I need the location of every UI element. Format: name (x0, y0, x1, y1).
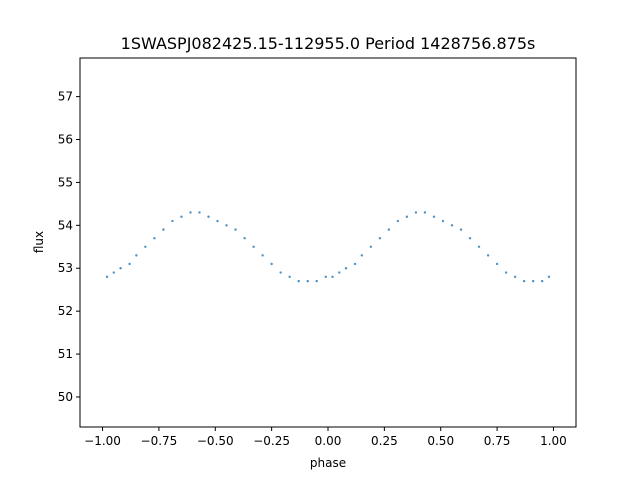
data-point (306, 279, 309, 283)
data-point (423, 211, 427, 214)
data-point (144, 245, 147, 248)
data-point (171, 219, 174, 223)
scatter-points (105, 211, 551, 283)
data-point (396, 219, 400, 223)
data-point (338, 271, 341, 274)
data-point (378, 237, 382, 240)
data-point (324, 275, 327, 279)
x-axis: −1.00 −0.75 −0.50 −0.25 0.00 0.25 0.50 0.75 1.00 (84, 427, 567, 448)
y-tick-label: 53 (58, 261, 73, 275)
x-tick-label: −0.75 (141, 434, 178, 448)
data-point (270, 262, 273, 266)
data-point (135, 254, 138, 257)
data-point (331, 275, 334, 279)
data-point (477, 245, 481, 248)
x-tick-label: −1.00 (84, 434, 121, 448)
data-point (279, 271, 282, 274)
data-point (387, 228, 391, 231)
data-point (252, 245, 255, 248)
data-point (288, 275, 291, 279)
data-point (504, 271, 508, 274)
data-point (180, 215, 183, 218)
data-point (540, 279, 544, 283)
x-tick-label: −0.50 (197, 434, 234, 448)
data-point (189, 211, 192, 214)
data-point (261, 254, 264, 257)
data-point (315, 279, 318, 283)
data-point (441, 219, 445, 223)
y-tick-label: 56 (58, 133, 73, 147)
data-point (486, 254, 490, 257)
data-point (450, 224, 454, 227)
x-tick-label: 0.50 (427, 434, 454, 448)
chart-title: 1SWASPJ082425.15-112955.0 Period 1428756… (121, 34, 536, 53)
data-point (495, 262, 499, 266)
y-tick-label: 52 (58, 304, 73, 318)
data-point (119, 267, 122, 270)
y-tick-label: 55 (58, 175, 73, 189)
data-point (468, 237, 472, 240)
x-axis-label: phase (310, 456, 346, 470)
data-point (369, 245, 373, 248)
data-point (414, 211, 418, 214)
data-point (531, 279, 535, 283)
x-tick-label: 1.00 (540, 434, 567, 448)
data-point (216, 219, 219, 223)
y-tick-label: 50 (58, 390, 73, 404)
data-point (513, 275, 517, 279)
x-tick-label: 0.25 (371, 434, 398, 448)
data-point (547, 275, 551, 279)
data-point (405, 215, 409, 218)
data-point (522, 279, 526, 283)
data-point (360, 254, 364, 257)
data-point (105, 275, 109, 279)
y-tick-label: 54 (58, 218, 73, 232)
x-tick-label: −0.25 (253, 434, 290, 448)
data-point (344, 267, 348, 270)
y-tick-label: 51 (58, 347, 73, 361)
x-tick-label: 0.00 (315, 434, 342, 448)
data-point (225, 224, 228, 227)
data-point (353, 262, 357, 266)
y-tick-label: 57 (58, 90, 73, 104)
data-point (459, 228, 463, 231)
data-point (207, 215, 210, 218)
data-point (162, 228, 165, 231)
data-point (243, 237, 246, 240)
data-point (234, 228, 237, 231)
data-point (198, 211, 201, 214)
data-point (432, 215, 436, 218)
data-point (153, 237, 156, 240)
y-axis-label: flux (32, 231, 46, 253)
data-point (112, 271, 116, 274)
data-point (128, 262, 131, 266)
data-point (297, 279, 300, 283)
y-axis: 50 51 52 53 54 55 56 57 (58, 90, 80, 404)
x-tick-label: 0.75 (484, 434, 511, 448)
plot-frame (79, 57, 577, 428)
